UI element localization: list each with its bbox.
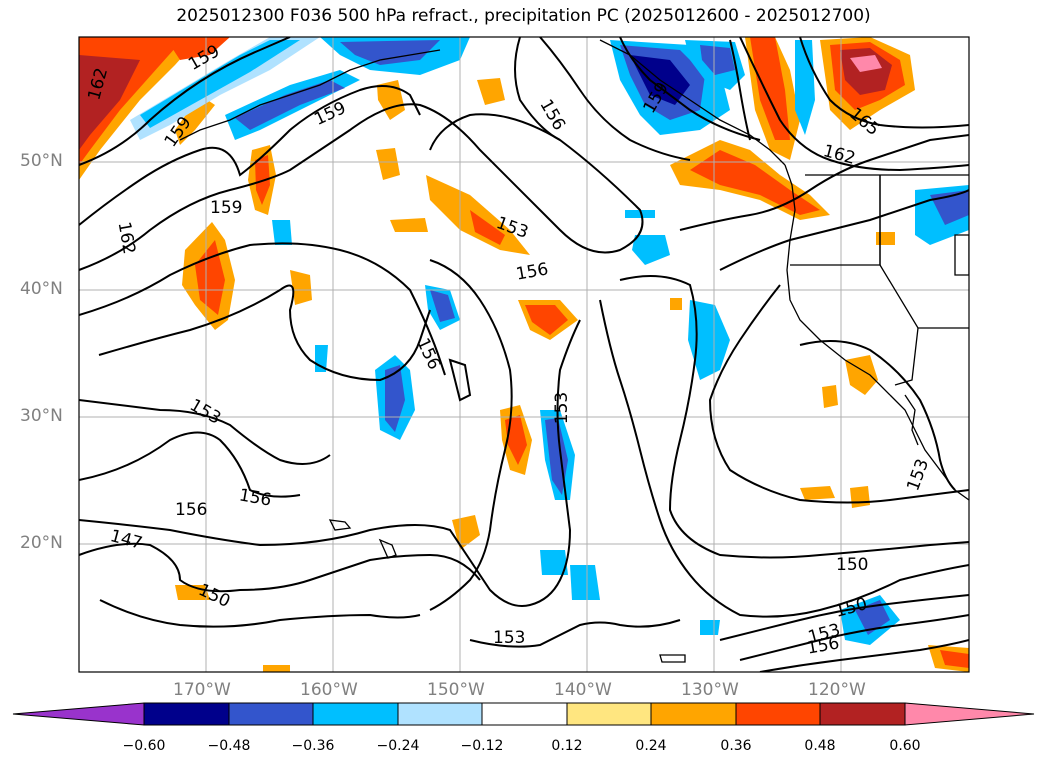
colorbar-tick: 0.24 xyxy=(635,738,667,754)
contour-label: 159 xyxy=(210,198,243,218)
lon-label-160w: 160°W xyxy=(300,680,358,700)
lat-label-30n: 30°N xyxy=(20,406,63,426)
graticule xyxy=(79,37,969,672)
lat-label-20n: 20°N xyxy=(20,533,63,553)
lon-label-170w: 170°W xyxy=(173,680,231,700)
colorbar-tick: −0.60 xyxy=(122,738,166,754)
colorbar xyxy=(12,702,1035,726)
contour-label: 153 xyxy=(552,391,573,425)
lon-label-130w: 130°W xyxy=(681,680,739,700)
colorbar-tick: 0.48 xyxy=(804,738,836,754)
precip-positive-shading xyxy=(79,37,969,672)
colorbar-extend-low xyxy=(12,702,145,726)
contour-label: 150 xyxy=(836,555,869,575)
map-title: 2025012300 F036 500 hPa refract., precip… xyxy=(176,6,871,26)
lat-label-40n: 40°N xyxy=(20,279,63,299)
colorbar-tick: 0.12 xyxy=(551,738,583,754)
plot-frame xyxy=(78,36,970,673)
colorbar-extend-high xyxy=(904,702,1035,726)
lon-label-150w: 150°W xyxy=(427,680,485,700)
colorbar-tick: −0.12 xyxy=(460,738,504,754)
colorbar-tick: 0.60 xyxy=(889,738,921,754)
contour-label: 153 xyxy=(493,628,526,648)
map-plot-area xyxy=(79,37,969,672)
lon-label-120w: 120°W xyxy=(808,680,866,700)
contour-label: 156 xyxy=(175,500,208,520)
colorbar-tick: 0.36 xyxy=(720,738,752,754)
refractivity-contours xyxy=(79,37,969,672)
lon-label-140w: 140°W xyxy=(554,680,612,700)
lat-label-50n: 50°N xyxy=(20,151,63,171)
colorbar-tick: −0.36 xyxy=(291,738,335,754)
colorbar-tick: −0.48 xyxy=(207,738,251,754)
colorbar-tick: −0.24 xyxy=(376,738,420,754)
